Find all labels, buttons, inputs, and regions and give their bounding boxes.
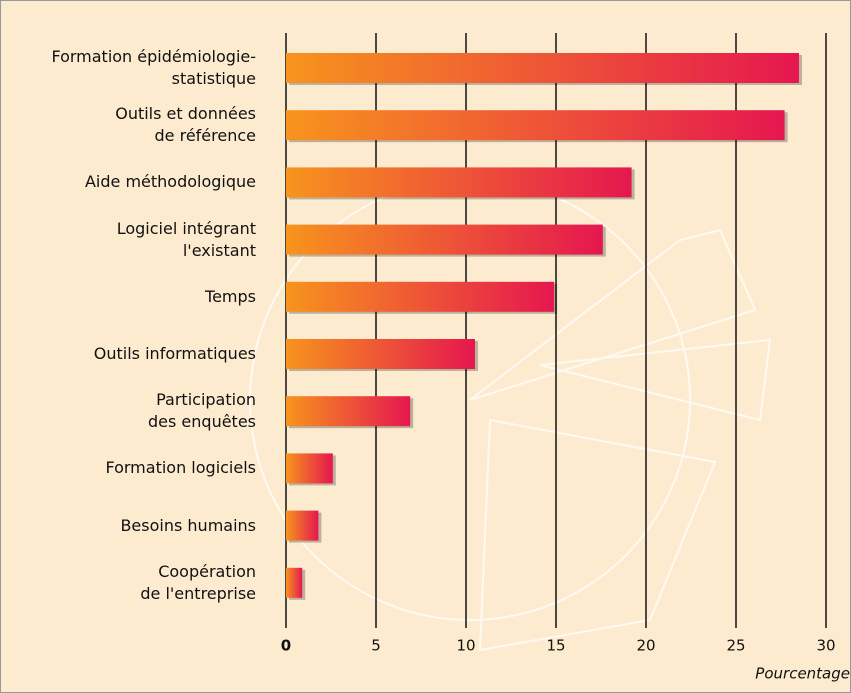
y-tick-label: Aide méthodologique: [84, 172, 256, 192]
y-tick-label: Formation épidémiologie- statistique: [51, 47, 256, 88]
x-tick-label: 15: [546, 637, 565, 655]
x-tick-label: 5: [371, 637, 381, 655]
y-tick-label: Formation logiciels: [105, 458, 256, 478]
x-tick-label: 0: [281, 637, 291, 655]
x-tick-label: 25: [726, 637, 745, 655]
y-tick-label: Besoins humains: [120, 515, 256, 535]
x-tick-label: 30: [816, 637, 835, 655]
x-axis-label: Pourcentage: [755, 665, 850, 683]
y-tick-label: Outils informatiques: [93, 344, 256, 363]
y-tick-label: Coopération de l'entreprise: [140, 561, 256, 603]
bar: [286, 339, 475, 369]
y-tick-label: Temps: [205, 286, 256, 306]
bar: [286, 167, 632, 198]
bar: [286, 53, 799, 83]
x-tick-label: 20: [636, 637, 655, 655]
y-tick-label: Logiciel intégrant l'existant: [116, 218, 256, 260]
bar: [286, 567, 303, 598]
bar: [286, 110, 785, 141]
bar: [286, 510, 319, 541]
bar: [286, 396, 411, 427]
bar: [286, 224, 603, 255]
bar: [286, 453, 333, 484]
x-tick-label: 10: [456, 637, 475, 655]
bar: [286, 281, 555, 312]
y-tick-label: Participation des enquêtes: [148, 390, 256, 432]
y-tick-label: Outils et données de référence: [115, 104, 256, 146]
